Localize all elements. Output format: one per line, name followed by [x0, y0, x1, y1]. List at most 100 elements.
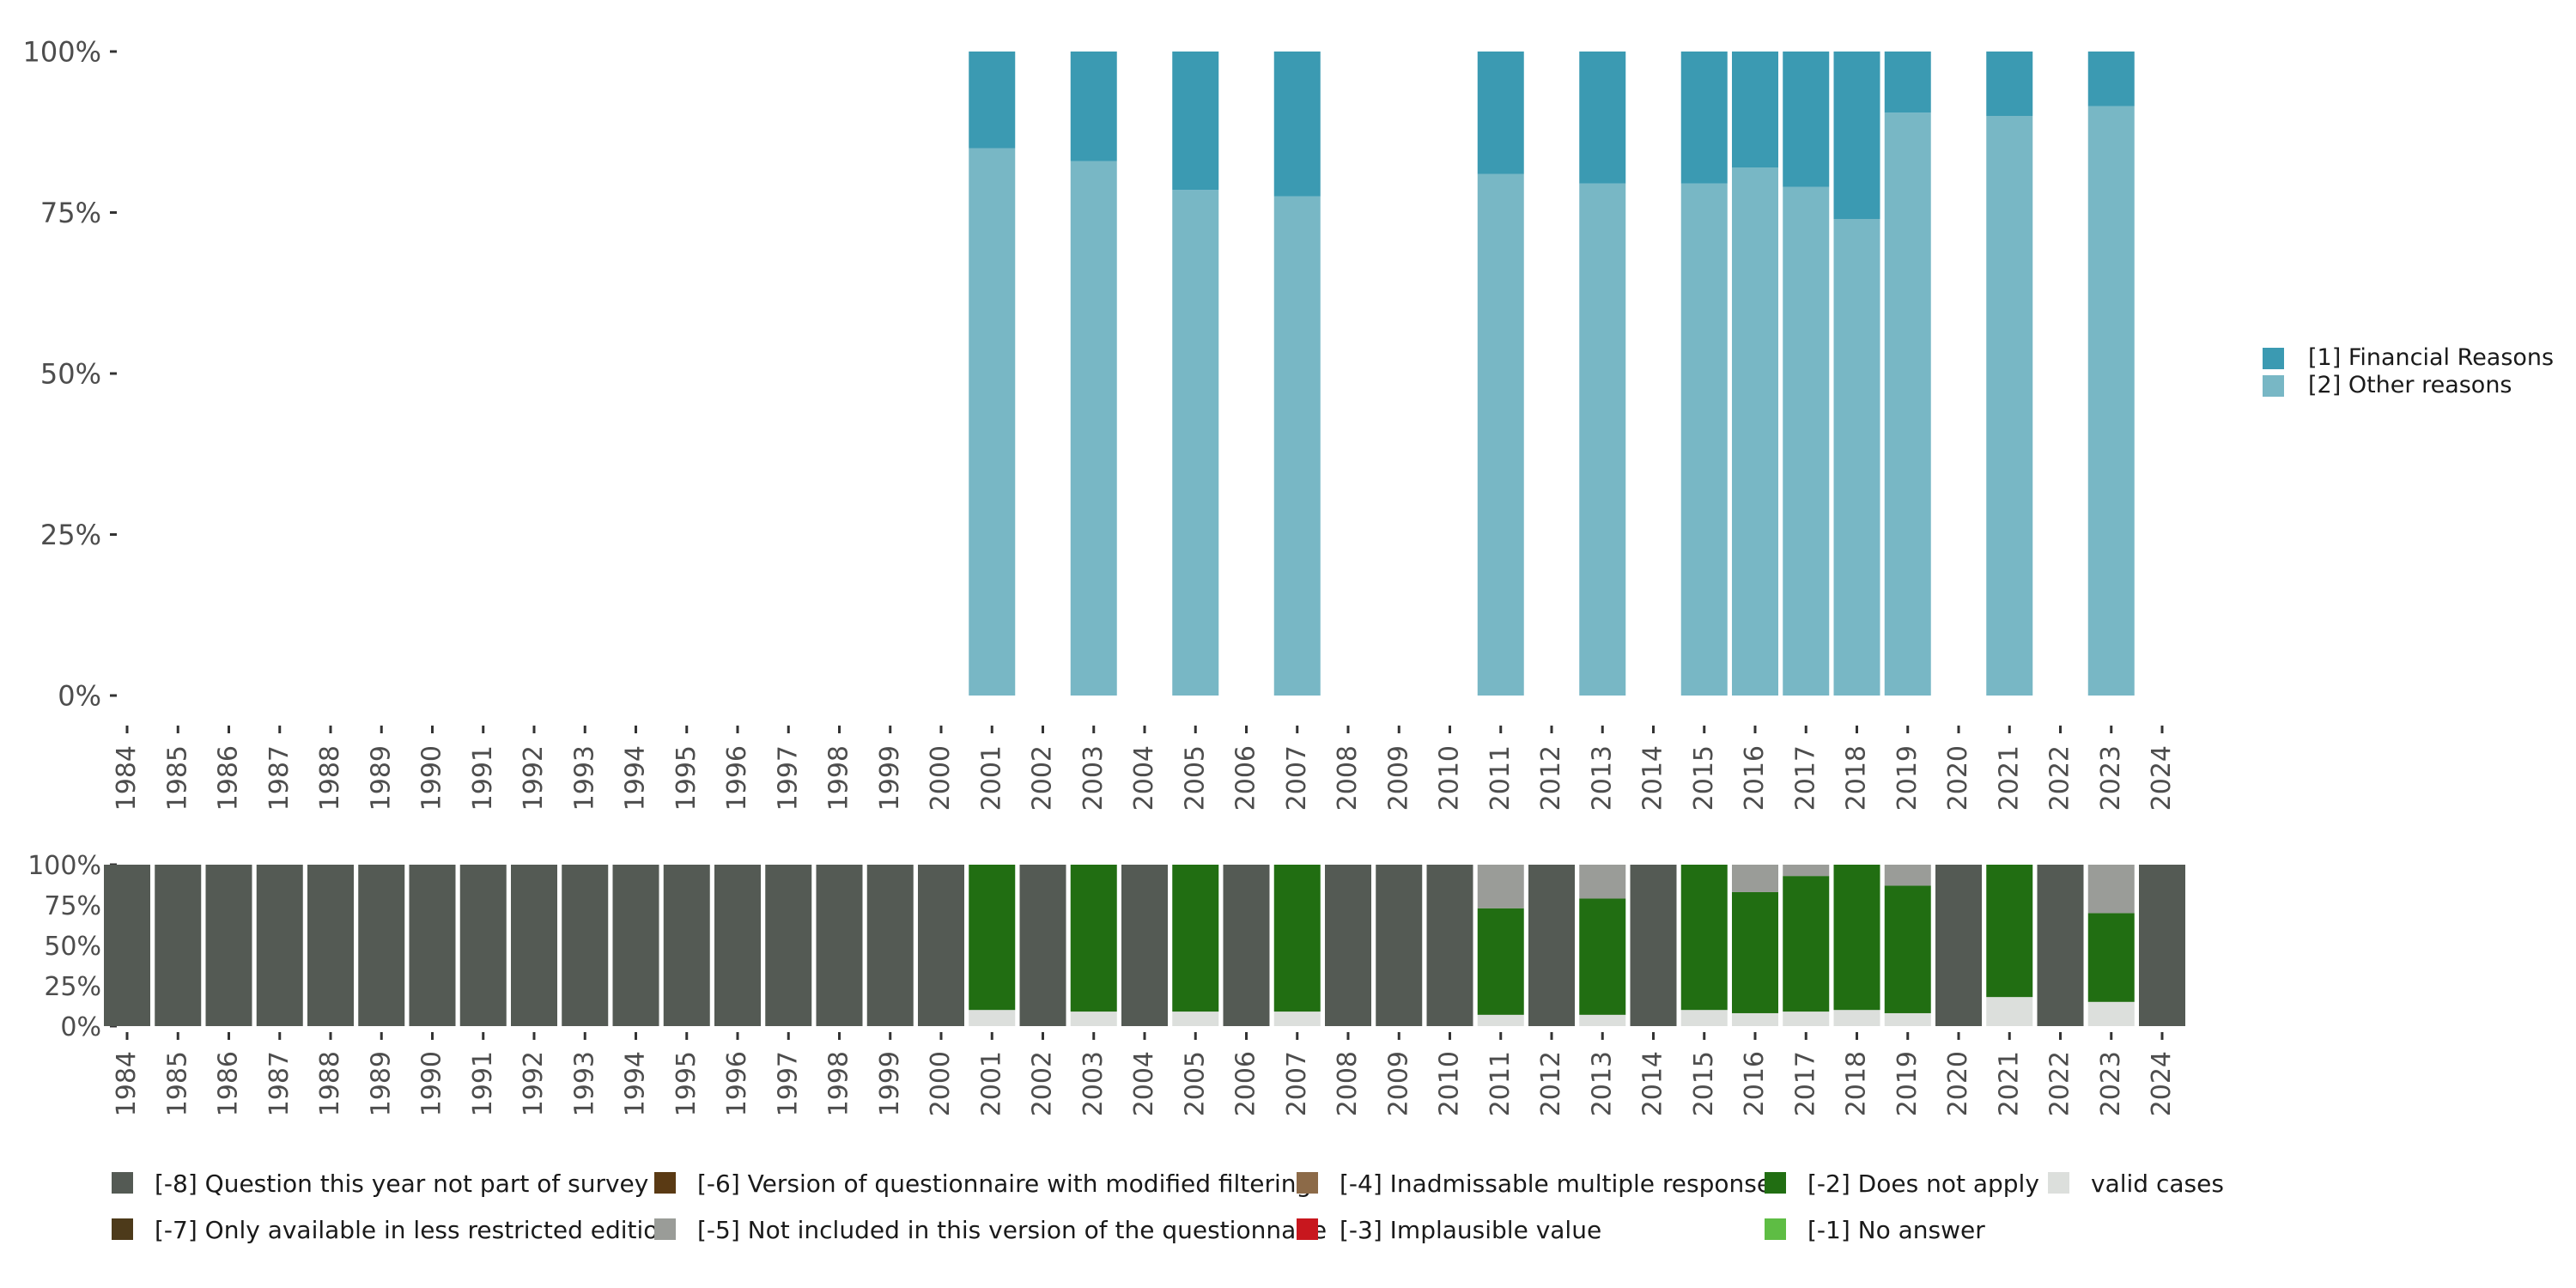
bar-8-question-this-year-not-part-of-survey-2024 — [2139, 865, 2185, 1026]
x-tick-label: 2017 — [1790, 745, 1820, 811]
bar-1-financial-reasons-2013 — [1579, 52, 1626, 184]
legend-swatch-1-no-answer — [1765, 1218, 1786, 1240]
legend-swatch-1-financial-reasons — [2263, 348, 2284, 369]
bar-2-other-reasons-2016 — [1732, 167, 1778, 696]
bar-2-does-not-apply-2003 — [1070, 865, 1117, 1012]
bar-2-other-reasons-2011 — [1477, 173, 1524, 696]
bar-8-question-this-year-not-part-of-survey-1988 — [307, 865, 354, 1026]
bar-8-question-this-year-not-part-of-survey-2014 — [1630, 865, 1677, 1026]
x-tick-label: 2013 — [1587, 1051, 1617, 1116]
legend-swatch-2-does-not-apply — [1765, 1172, 1786, 1194]
bottom-legend: [-8] Question this year not part of surv… — [112, 1170, 2224, 1244]
bar-2-other-reasons-2017 — [1783, 186, 1830, 696]
bar-2-does-not-apply-2017 — [1783, 876, 1830, 1012]
x-tick-label: 2012 — [1536, 745, 1566, 811]
legend-swatch-8-question-this-year-not-part-of-survey — [112, 1172, 133, 1194]
x-tick-label: 1994 — [621, 745, 651, 811]
x-tick-label: 2021 — [1994, 745, 2024, 811]
bar-2-other-reasons-2007 — [1273, 196, 1321, 696]
bar-2-does-not-apply-2023 — [2087, 913, 2135, 1002]
bar-1-financial-reasons-2001 — [969, 52, 1016, 149]
legend-label-1-financial-reasons: [1] Financial Reasons — [2308, 344, 2554, 371]
bar-1-financial-reasons-2018 — [1833, 52, 1880, 219]
y-tick-label: 50% — [40, 358, 101, 391]
x-tick-label: 1993 — [569, 1051, 599, 1116]
x-tick-label: 1996 — [722, 745, 752, 811]
x-tick-label: 2004 — [1129, 745, 1159, 811]
x-tick-label: 2020 — [1943, 745, 1973, 811]
x-tick-label: 2001 — [976, 745, 1006, 811]
x-tick-label: 2011 — [1485, 1051, 1516, 1116]
bar-8-question-this-year-not-part-of-survey-2012 — [1528, 865, 1575, 1026]
x-tick-label: 2015 — [1689, 745, 1719, 811]
legend-label-valid-cases: valid cases — [2091, 1170, 2224, 1198]
bar-8-question-this-year-not-part-of-survey-2022 — [2037, 865, 2084, 1026]
bar-5-not-included-in-this-version-of-the-questionnaire-2023 — [2087, 865, 2135, 914]
legend-label-1-no-answer: [-1] No answer — [1807, 1216, 1985, 1244]
bar-8-question-this-year-not-part-of-survey-1997 — [765, 865, 812, 1026]
bar-valid-cases-2017 — [1783, 1012, 1830, 1026]
x-tick-label: 2019 — [1893, 1051, 1923, 1116]
x-tick-label: 2008 — [1333, 745, 1363, 811]
legend-label-4-inadmissable-multiple-response: [-4] Inadmissable multiple response — [1340, 1170, 1771, 1198]
bar-2-does-not-apply-2015 — [1680, 865, 1728, 1011]
legend-swatch-2-other-reasons — [2263, 375, 2284, 397]
x-tick-label: 2007 — [1282, 745, 1312, 811]
bar-8-question-this-year-not-part-of-survey-2009 — [1376, 865, 1423, 1026]
bar-2-other-reasons-2005 — [1172, 190, 1219, 696]
bar-8-question-this-year-not-part-of-survey-1992 — [511, 865, 557, 1026]
bar-valid-cases-2013 — [1579, 1014, 1626, 1026]
bar-valid-cases-2018 — [1833, 1010, 1880, 1026]
x-tick-label: 1986 — [214, 745, 244, 811]
bar-8-question-this-year-not-part-of-survey-1993 — [562, 865, 609, 1026]
x-tick-label: 1988 — [315, 745, 345, 811]
top-legend: [1] Financial Reasons[2] Other reasons — [2263, 344, 2554, 398]
bar-8-question-this-year-not-part-of-survey-1994 — [612, 865, 659, 1026]
x-tick-label: 2012 — [1536, 1051, 1566, 1116]
x-tick-label: 2009 — [1383, 1051, 1413, 1116]
bar-2-other-reasons-2003 — [1070, 161, 1117, 696]
bar-8-question-this-year-not-part-of-survey-1998 — [816, 865, 863, 1026]
x-tick-label: 1999 — [875, 1051, 905, 1116]
x-tick-label: 2011 — [1485, 745, 1516, 811]
bar-valid-cases-2016 — [1732, 1012, 1778, 1026]
x-tick-label: 2006 — [1231, 745, 1261, 811]
x-tick-label: 2003 — [1078, 1051, 1109, 1116]
bar-8-question-this-year-not-part-of-survey-2020 — [1935, 865, 1982, 1026]
y-tick-label: 0% — [60, 1012, 101, 1042]
y-tick-label: 25% — [40, 519, 101, 551]
x-tick-label: 1989 — [366, 1051, 396, 1116]
y-tick-label: 50% — [44, 932, 101, 962]
bar-1-financial-reasons-2005 — [1172, 52, 1219, 191]
bar-1-financial-reasons-2021 — [1986, 52, 2033, 116]
x-tick-label: 1984 — [112, 745, 142, 811]
x-tick-label: 1994 — [621, 1051, 651, 1116]
bar-8-question-this-year-not-part-of-survey-1989 — [358, 865, 405, 1026]
x-tick-label: 2001 — [976, 1051, 1006, 1116]
x-tick-label: 1997 — [773, 1051, 803, 1116]
y-tick-label: 0% — [58, 680, 101, 713]
bar-1-financial-reasons-2017 — [1783, 52, 1830, 187]
bar-1-financial-reasons-2007 — [1273, 52, 1321, 197]
bar-2-other-reasons-2015 — [1680, 183, 1728, 696]
bar-5-not-included-in-this-version-of-the-questionnaire-2013 — [1579, 865, 1626, 899]
bar-8-question-this-year-not-part-of-survey-2006 — [1223, 865, 1270, 1026]
x-tick-label: 2014 — [1638, 745, 1668, 811]
legend-swatch-6-version-of-questionnaire-with-modified-filtering — [654, 1172, 676, 1194]
legend-swatch-valid-cases — [2048, 1172, 2069, 1194]
x-tick-label: 2022 — [2045, 1051, 2075, 1116]
x-tick-label: 2010 — [1435, 745, 1465, 811]
bar-2-does-not-apply-2019 — [1884, 885, 1931, 1013]
bar-8-question-this-year-not-part-of-survey-1995 — [663, 865, 710, 1026]
x-tick-label: 1986 — [214, 1051, 244, 1116]
x-tick-label: 2000 — [926, 745, 956, 811]
x-tick-label: 1985 — [162, 1051, 192, 1116]
bar-5-not-included-in-this-version-of-the-questionnaire-2016 — [1732, 865, 1778, 892]
x-tick-label: 2016 — [1740, 745, 1770, 811]
x-tick-label: 2002 — [1028, 1051, 1058, 1116]
x-tick-label: 1985 — [162, 745, 192, 811]
bar-valid-cases-2005 — [1172, 1012, 1219, 1026]
bar-1-financial-reasons-2015 — [1680, 52, 1728, 184]
x-tick-label: 2013 — [1587, 745, 1617, 811]
bar-8-question-this-year-not-part-of-survey-1991 — [459, 865, 507, 1026]
